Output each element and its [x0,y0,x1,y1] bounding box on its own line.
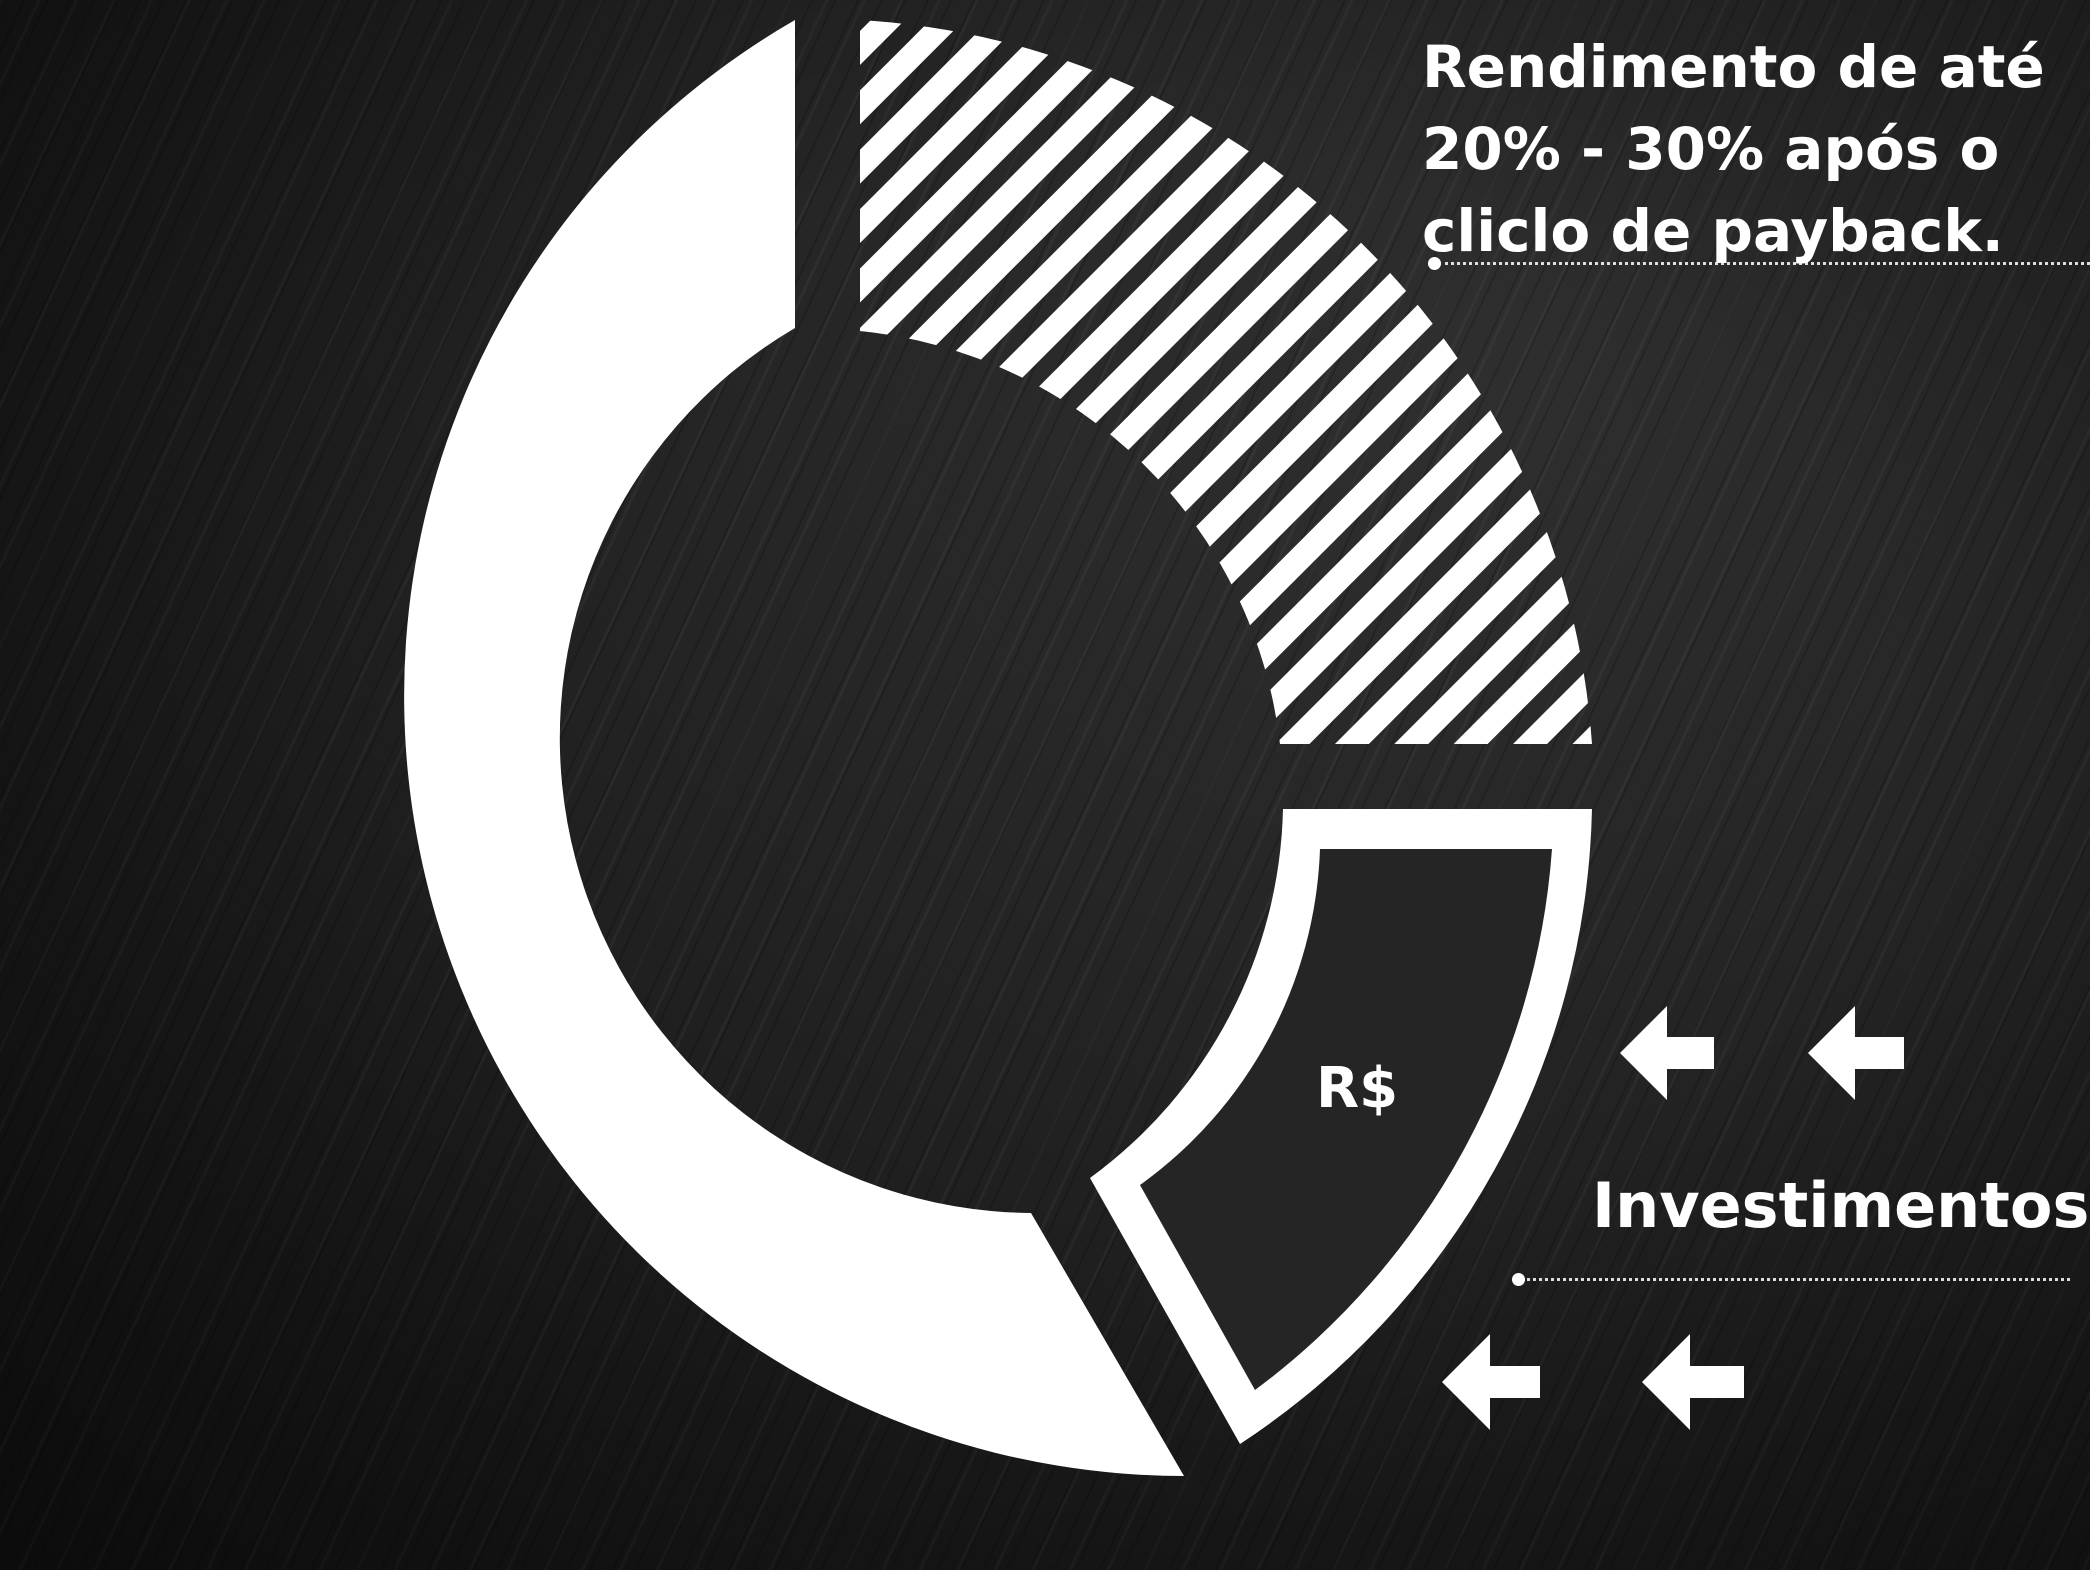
headline-line-3: cliclo de payback. [1422,197,2004,265]
headline-line-1: Rendimento de até [1422,33,2045,101]
donut-segment-main [404,20,1184,1476]
headline-text: Rendimento de até 20% - 30% após o clicl… [1422,26,2082,272]
arrow-left-icon [1620,1006,1714,1100]
arrow-left-icon [1442,1334,1540,1430]
currency-symbol: R$ [1316,1056,1399,1121]
headline-leader-dot [1428,257,1441,270]
arrow-left-icon [1642,1334,1744,1430]
donut-segment-investment-inner [1140,849,1552,1390]
headline-line-2: 20% - 30% após o [1422,115,2000,183]
investment-leader-dot [1512,1273,1525,1286]
investment-leader-line [1522,1278,2070,1281]
arrow-left-icon [1808,1006,1904,1100]
headline-leader-line [1438,262,2090,265]
investment-label: Investimentos [1592,1169,2090,1242]
